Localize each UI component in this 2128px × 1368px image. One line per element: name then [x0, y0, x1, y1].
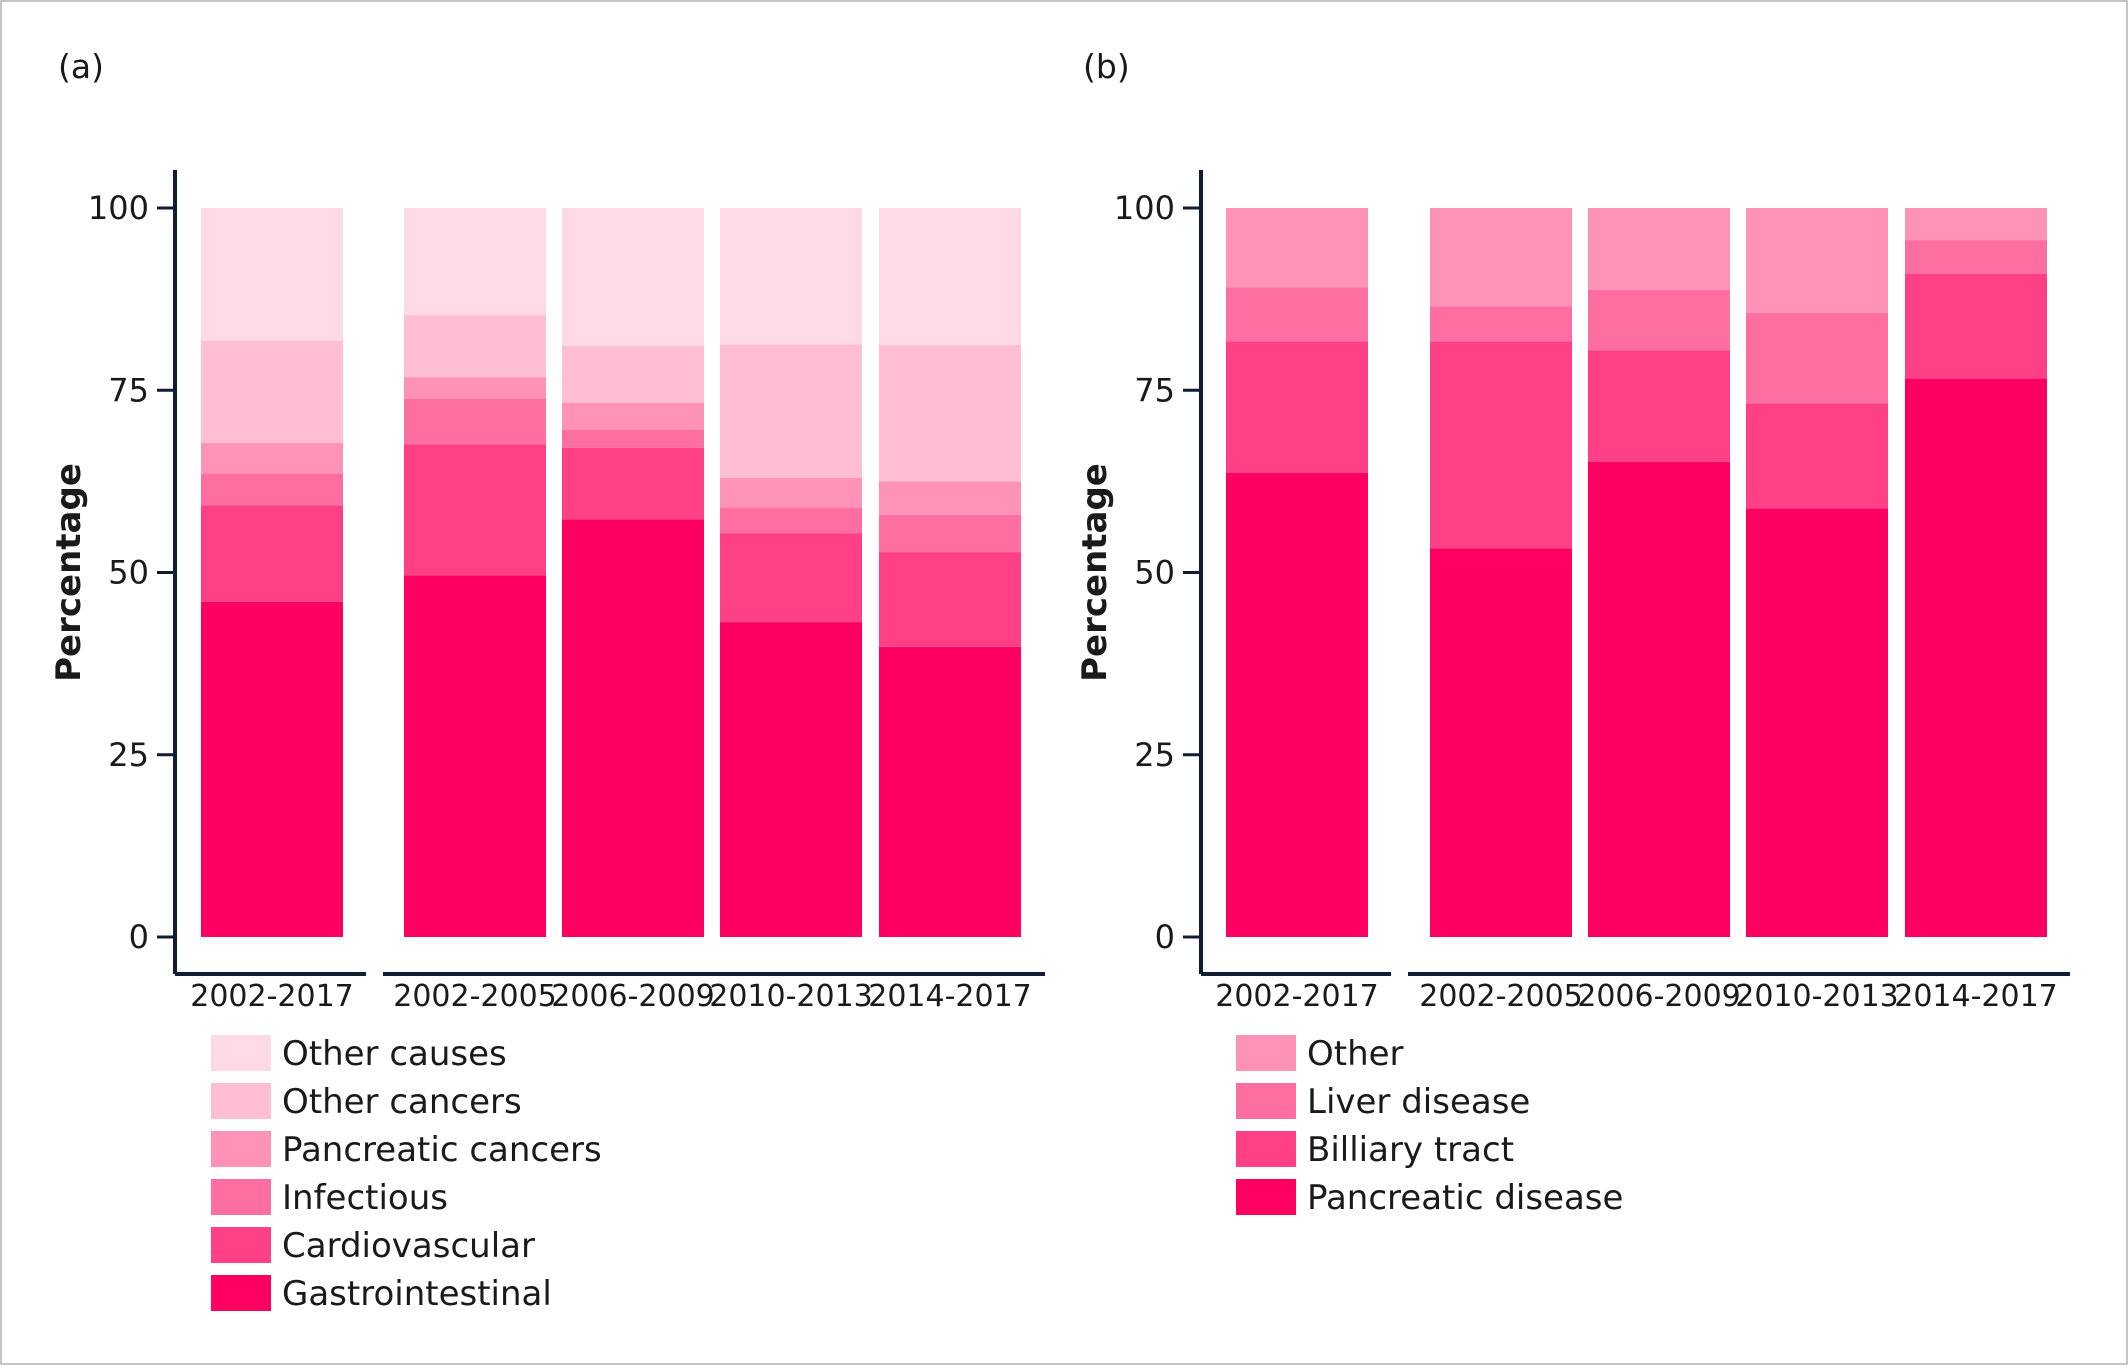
panel-a-bar-2006-2009-pancreatic-cancers: [562, 402, 704, 430]
panel-b-xtick-label-2006-2009: 2006-2009: [1577, 979, 1741, 1014]
panel-b-ytick-label-25: 25: [1134, 736, 1175, 774]
panel-b-legend-swatch-pancreatic-disease: [1236, 1179, 1296, 1215]
panel-b-bar-2002-2005-other: [1430, 208, 1572, 307]
panel-b-legend-label-other: Other: [1307, 1034, 1404, 1074]
panel-a-ytick-label-25: 25: [108, 736, 149, 774]
panel-b-bar-2002-2017-liver-disease: [1226, 287, 1368, 342]
panel-b-bar-2006-2009-other: [1588, 208, 1730, 290]
panel-b-bar-2010-2013-pancreatic-disease: [1746, 508, 1888, 937]
panel-b-legend-swatch-other: [1236, 1035, 1296, 1071]
panel-a-ytick-label-0: 0: [129, 918, 149, 956]
panel-a-legend-swatch-infectious: [211, 1179, 271, 1215]
panel-a-bar-2002-2005-gastrointestinal: [404, 575, 546, 937]
panel-a-legend-label-other-causes: Other causes: [282, 1034, 507, 1074]
panel-b-bar-2002-2017-other: [1226, 208, 1368, 288]
panel-b-bar-2002-2005-pancreatic-disease: [1430, 548, 1572, 937]
panel-a-bar-2014-2017-infectious: [879, 514, 1021, 553]
panel-a-bar-2006-2009-other-causes: [562, 208, 704, 346]
panel-b-bar-2002-2005-liver-disease: [1430, 306, 1572, 342]
panel-a-bar-2010-2013-gastrointestinal: [720, 622, 862, 937]
panel-a-legend-label-other-cancers: Other cancers: [282, 1082, 522, 1122]
panel-b-bar-2006-2009-pancreatic-disease: [1588, 461, 1730, 937]
panel-a-bar-2014-2017-other-cancers: [879, 345, 1021, 482]
panel-b-bar-2014-2017-other: [1905, 208, 2047, 241]
panel-b-legend-label-liver-disease: Liver disease: [1307, 1082, 1530, 1122]
panel-b-bar-2002-2005-billiary-tract: [1430, 341, 1572, 549]
panel-a-bar-2014-2017-pancreatic-cancers: [879, 481, 1021, 515]
panel-a-bar-2002-2005-other-causes: [404, 208, 546, 316]
panel-b-bar-2014-2017-pancreatic-disease: [1905, 378, 2047, 937]
panel-b-bar-2006-2009-liver-disease: [1588, 289, 1730, 351]
panel-a-bar-2002-2017-other-causes: [201, 208, 343, 341]
panel-b-bar-2002-2017-pancreatic-disease: [1226, 472, 1368, 937]
panel-b-ytick-label-0: 0: [1155, 918, 1175, 956]
panel-a-bar-2002-2017-other-cancers: [201, 340, 343, 443]
panel-b-bar-2002-2017-billiary-tract: [1226, 341, 1368, 473]
panel-b-xtick-label-2002-2017: 2002-2017: [1215, 979, 1379, 1014]
panel-a-legend-label-pancreatic-cancers: Pancreatic cancers: [282, 1130, 602, 1170]
panel-b-ytick-label-50: 50: [1134, 554, 1175, 592]
panel-a-label: (a): [58, 47, 104, 86]
panel-a-bar-2010-2013-pancreatic-cancers: [720, 477, 862, 508]
panel-a-y-axis-label: Percentage: [49, 463, 89, 682]
panel-b-bar-2010-2013-liver-disease: [1746, 312, 1888, 404]
panel-a-bar-2002-2017-cardiovascular: [201, 505, 343, 602]
panel-a-bar-2002-2017-gastrointestinal: [201, 601, 343, 937]
panel-b-bar-2010-2013-billiary-tract: [1746, 403, 1888, 509]
panel-a-xtick-label-2010-2013: 2010-2013: [709, 979, 873, 1014]
panel-b-legend-label-pancreatic-disease: Pancreatic disease: [1307, 1178, 1623, 1218]
panel-b-legend-swatch-billiary-tract: [1236, 1131, 1296, 1167]
panel-a-legend-swatch-other-causes: [211, 1035, 271, 1071]
panel-b-bar-2014-2017-liver-disease: [1905, 240, 2047, 274]
panel-a-legend-swatch-cardiovascular: [211, 1227, 271, 1263]
panel-a-bar-2002-2017-pancreatic-cancers: [201, 442, 343, 474]
panel-a-bar-2002-2005-infectious: [404, 398, 546, 445]
panel-b-bar-2014-2017-billiary-tract: [1905, 273, 2047, 379]
panel-a-bar-2010-2013-other-cancers: [720, 344, 862, 478]
panel-b-ytick-label-75: 75: [1134, 371, 1175, 409]
panel-a-legend-label-cardiovascular: Cardiovascular: [282, 1226, 535, 1266]
panel-b-ytick-label-100: 100: [1114, 189, 1175, 227]
panel-a-xtick-label-2014-2017: 2014-2017: [868, 979, 1032, 1014]
panel-a-bar-2014-2017-gastrointestinal: [879, 646, 1021, 937]
panel-b-legend-swatch-liver-disease: [1236, 1083, 1296, 1119]
panel-a-bar-2014-2017-other-causes: [879, 208, 1021, 346]
panel-b-bar-2006-2009-billiary-tract: [1588, 350, 1730, 462]
panel-a-ytick-label-100: 100: [88, 189, 149, 227]
panel-a-bar-2002-2005-cardiovascular: [404, 444, 546, 576]
panel-a-bar-2006-2009-cardiovascular: [562, 447, 704, 520]
panel-a-xtick-label-2002-2017: 2002-2017: [190, 979, 354, 1014]
panel-a: (a) 0 25 50 75 100 Percentage 2002-2017 2002-200…: [49, 47, 1045, 1314]
panel-b-legend-label-billiary-tract: Billiary tract: [1307, 1130, 1514, 1170]
panel-a-bar-2002-2017-infectious: [201, 473, 343, 506]
panel-a-ytick-label-50: 50: [108, 554, 149, 592]
panel-a-legend-label-gastrointestinal: Gastrointestinal: [282, 1274, 552, 1314]
panel-a-bar-2010-2013-other-causes: [720, 208, 862, 345]
panel-b-bar-2010-2013-other: [1746, 208, 1888, 313]
panel-b-xtick-label-2010-2013: 2010-2013: [1735, 979, 1899, 1014]
panel-b-label: (b): [1083, 47, 1130, 86]
panel-a-legend-swatch-other-cancers: [211, 1083, 271, 1119]
panel-a-ytick-label-75: 75: [108, 371, 149, 409]
panel-a-bar-2010-2013-infectious: [720, 507, 862, 534]
panel-a-bar-2002-2005-other-cancers: [404, 315, 546, 378]
panel-a-legend-label-infectious: Infectious: [282, 1178, 448, 1218]
panel-a-bar-2002-2005-pancreatic-cancers: [404, 377, 546, 399]
panel-b: (b) 0 25 50 75 100 Percentage 2002-2017 2002-200…: [1075, 47, 2070, 1218]
panel-b-y-axis-label: Percentage: [1075, 463, 1115, 682]
panel-a-bar-2006-2009-other-cancers: [562, 345, 704, 403]
panel-b-xtick-label-2002-2005: 2002-2005: [1419, 979, 1583, 1014]
panel-a-legend-swatch-gastrointestinal: [211, 1275, 271, 1311]
panel-b-xtick-label-2014-2017: 2014-2017: [1894, 979, 2058, 1014]
panel-a-bar-2010-2013-cardiovascular: [720, 533, 862, 623]
panel-a-bar-2006-2009-infectious: [562, 429, 704, 448]
panel-a-bar-2006-2009-gastrointestinal: [562, 519, 704, 937]
panel-a-xtick-label-2006-2009: 2006-2009: [551, 979, 715, 1014]
panel-a-legend-swatch-pancreatic-cancers: [211, 1131, 271, 1167]
panel-a-bar-2014-2017-cardiovascular: [879, 552, 1021, 647]
panel-a-xtick-label-2002-2005: 2002-2005: [393, 979, 557, 1014]
